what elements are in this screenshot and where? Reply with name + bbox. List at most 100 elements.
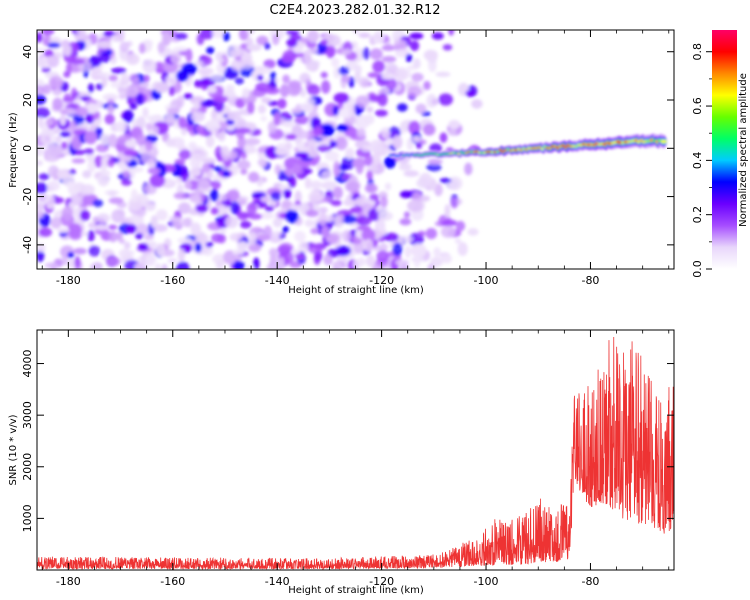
noise-cell [233,260,245,269]
noise-cell [366,255,375,267]
noise-cell [167,258,178,264]
noise-cell [95,83,103,91]
x-tick-label: -100 [474,274,499,287]
noise-cell [270,191,282,202]
noise-cell [439,177,452,184]
noise-cell [307,30,320,43]
noise-cell [274,147,290,156]
noise-cell [62,96,75,103]
noise-cell [282,120,294,128]
noise-cell [206,120,221,133]
noise-cell [425,228,438,240]
noise-cell [128,167,144,173]
noise-cell [404,245,412,259]
noise-cell [63,44,72,57]
noise-cell [205,135,215,148]
noise-cell [264,87,280,95]
noise-cell [332,262,343,269]
noise-cell [239,212,252,219]
noise-cell [376,219,386,232]
noise-cell [137,243,149,251]
noise-cell [264,42,271,50]
noise-cell [222,155,230,161]
noise-cell [100,133,111,146]
noise-cell [240,168,248,175]
noise-cell [294,115,310,125]
noise-cell [300,103,309,111]
noise-cell [330,200,342,206]
noise-cell [176,69,189,82]
colorbar-gradient [712,30,737,269]
noise-cell [95,144,109,153]
noise-cell [85,103,99,114]
noise-cell [198,130,209,136]
noise-cell [38,227,53,237]
noise-cell [205,241,214,248]
noise-cell [155,243,166,257]
noise-cell [219,228,227,234]
noise-cell [103,30,116,37]
noise-cell [465,90,476,97]
noise-cell [448,119,461,130]
noise-cell [96,213,110,224]
heatmap-axes: -180 -160 -140 -120 -100 -80 -40 -20 0 20 40 [21,30,674,287]
noise-cell [415,142,423,149]
noise-cell [364,183,378,194]
noise-cell [248,171,260,183]
noise-cell [304,219,314,227]
noise-cell [87,229,95,242]
noise-cell [135,133,147,146]
noise-cell [332,186,343,200]
noise-cell [268,247,278,258]
noise-cell [157,163,167,177]
noise-cell [118,30,125,42]
noise-cell [197,67,214,76]
noise-cell [37,107,50,119]
noise-cell [108,197,124,205]
noise-cell [399,218,412,226]
heatmap-noise-cells [37,30,483,269]
noise-cell [413,58,421,69]
noise-cell [406,137,414,151]
noise-cell [161,263,168,269]
noise-cell [435,71,451,77]
noise-cell [38,173,50,181]
noise-cell [122,109,134,123]
noise-cell [274,164,281,175]
noise-cell [41,30,55,36]
noise-cell [138,42,146,54]
noise-cell [331,57,340,68]
noise-cell [379,243,388,252]
x-tick-label: -160 [160,274,185,287]
noise-cell [325,44,336,58]
noise-cell [209,189,219,202]
noise-cell [211,233,224,243]
noise-cell [433,247,441,258]
noise-cell [67,181,75,189]
noise-cell [431,98,439,106]
noise-cell [143,234,154,241]
noise-cell [364,153,373,167]
noise-cell [46,55,55,64]
noise-cell [147,167,161,175]
noise-cell [408,232,424,246]
x-tick-label: -140 [265,274,290,287]
noise-cell [385,78,397,90]
noise-cell [352,157,366,169]
colorbar-tick-label: 0.0 [691,260,704,278]
noise-cell [120,72,129,81]
noise-cell [299,72,311,84]
noise-cell [355,216,372,226]
noise-cell [471,99,483,109]
noise-cell [118,238,126,244]
noise-cell [190,111,205,123]
noise-cell [70,58,86,65]
noise-cell [135,223,149,236]
noise-cell [206,46,215,55]
noise-cell [411,72,424,82]
noise-cell [139,82,150,88]
noise-cell [308,138,318,152]
noise-cell [190,146,206,160]
noise-cell [172,46,188,52]
noise-cell [393,68,407,82]
